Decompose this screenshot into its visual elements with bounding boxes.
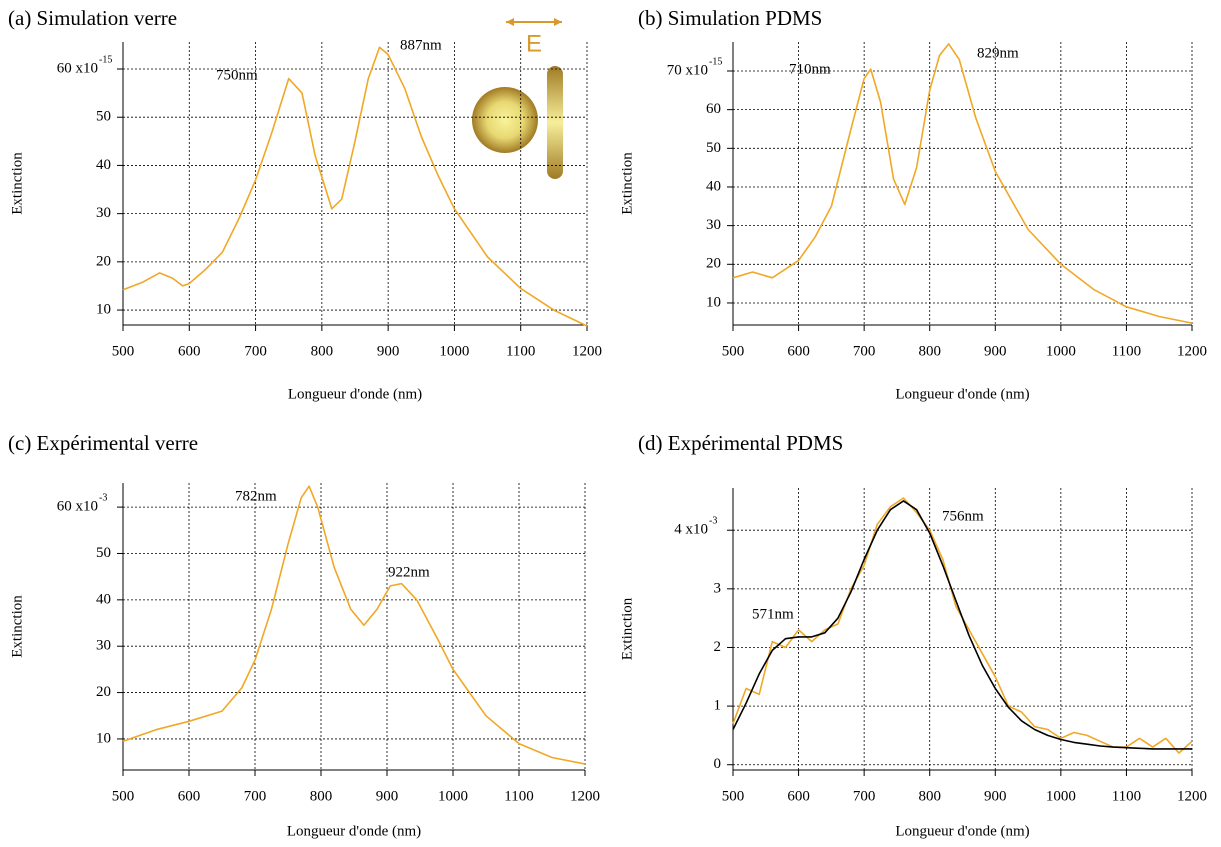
x-tick-label: 700	[244, 788, 267, 804]
y-axis-label: Extinction	[619, 597, 635, 660]
x-tick-label: 600	[787, 788, 810, 804]
x-tick-label: 1100	[1112, 343, 1141, 359]
x-tick-label: 500	[722, 788, 745, 804]
y-tick-label: 40	[96, 591, 111, 607]
x-tick-label: 1200	[1177, 343, 1207, 359]
annotation: 829nm	[977, 45, 1019, 61]
x-tick-label: 1100	[504, 788, 533, 804]
x-axis-label: Longueur d'onde (nm)	[287, 823, 421, 839]
y-tick-label: 40	[706, 178, 721, 194]
x-axis-label: Longueur d'onde (nm)	[895, 386, 1029, 402]
x-tick-label: 1100	[506, 343, 535, 359]
y-tick-label: 60 x10	[57, 499, 98, 515]
annotation: 922nm	[388, 564, 430, 580]
y-exponent: -3	[99, 492, 107, 503]
y-exponent: -15	[709, 56, 722, 67]
y-tick-label: 50	[96, 545, 111, 561]
annotation: 571nm	[752, 606, 794, 622]
y-tick-label: 60 x10	[57, 60, 98, 76]
x-tick-label: 800	[918, 788, 941, 804]
x-tick-label: 1000	[1046, 343, 1076, 359]
rod	[547, 66, 563, 179]
data-line	[732, 43, 1193, 324]
data-line	[732, 497, 1193, 754]
x-tick-label: 700	[853, 343, 876, 359]
y-tick-label: 30	[706, 217, 721, 233]
sphere	[472, 87, 538, 153]
y-exponent: -15	[99, 54, 112, 65]
x-tick-label: 1000	[438, 788, 468, 804]
x-tick-label: 1100	[1112, 788, 1141, 804]
x-tick-label: 500	[112, 788, 135, 804]
y-tick-label: 50	[706, 140, 721, 156]
chart-title: (b) Simulation PDMS	[638, 6, 822, 30]
y-tick-label: 2	[714, 639, 722, 655]
chart-title: (c) Expérimental verre	[8, 431, 198, 455]
annotation: 782nm	[235, 488, 277, 504]
y-tick-label: 50	[96, 109, 111, 125]
y-tick-label: 20	[96, 684, 111, 700]
x-tick-label: 700	[244, 343, 267, 359]
x-tick-label: 800	[311, 343, 334, 359]
y-tick-label: 10	[96, 730, 111, 746]
y-tick-label: 30	[96, 205, 111, 221]
x-tick-label: 900	[984, 788, 1007, 804]
x-tick-label: 1200	[1177, 788, 1207, 804]
y-tick-label: 30	[96, 638, 111, 654]
x-tick-label: 600	[178, 343, 201, 359]
y-tick-label: 20	[96, 253, 111, 269]
annotation: 750nm	[216, 67, 258, 83]
x-tick-label: 1200	[572, 343, 602, 359]
x-axis-label: Longueur d'onde (nm)	[895, 823, 1029, 839]
x-tick-label: 500	[722, 343, 745, 359]
y-axis-label: Extinction	[9, 595, 25, 658]
data-line	[122, 46, 588, 327]
y-tick-label: 70 x10	[667, 62, 708, 78]
x-tick-label: 800	[918, 343, 941, 359]
x-tick-label: 500	[112, 343, 135, 359]
annotation: 710nm	[789, 61, 831, 77]
data-line	[732, 500, 1192, 750]
x-tick-label: 600	[787, 343, 810, 359]
inset-label: E	[526, 30, 542, 57]
y-tick-label: 40	[96, 157, 111, 173]
y-tick-label: 20	[706, 256, 721, 272]
x-tick-label: 800	[310, 788, 333, 804]
chart-title: (a) Simulation verre	[8, 6, 177, 30]
y-exponent: -3	[709, 516, 717, 527]
inset	[472, 18, 563, 179]
x-tick-label: 1000	[439, 343, 469, 359]
x-tick-label: 600	[178, 788, 201, 804]
y-axis-label: Extinction	[9, 152, 25, 215]
y-tick-label: 1	[714, 698, 722, 714]
annotation: 756nm	[942, 508, 984, 524]
x-tick-label: 700	[853, 788, 876, 804]
chart-title: (d) Expérimental PDMS	[638, 431, 843, 455]
data-line	[122, 485, 586, 765]
y-tick-label: 0	[714, 756, 722, 772]
x-tick-label: 900	[984, 343, 1007, 359]
x-axis-label: Longueur d'onde (nm)	[288, 386, 422, 402]
y-tick-label: 10	[706, 294, 721, 310]
x-tick-label: 900	[376, 788, 399, 804]
y-tick-label: 4 x10	[674, 522, 708, 538]
y-tick-label: 10	[96, 301, 111, 317]
y-axis-label: Extinction	[619, 152, 635, 215]
x-tick-label: 900	[377, 343, 400, 359]
y-tick-label: 60	[706, 101, 721, 117]
y-tick-label: 3	[714, 580, 722, 596]
annotation: 887nm	[400, 37, 442, 53]
x-tick-label: 1000	[1046, 788, 1076, 804]
x-tick-label: 1200	[570, 788, 600, 804]
